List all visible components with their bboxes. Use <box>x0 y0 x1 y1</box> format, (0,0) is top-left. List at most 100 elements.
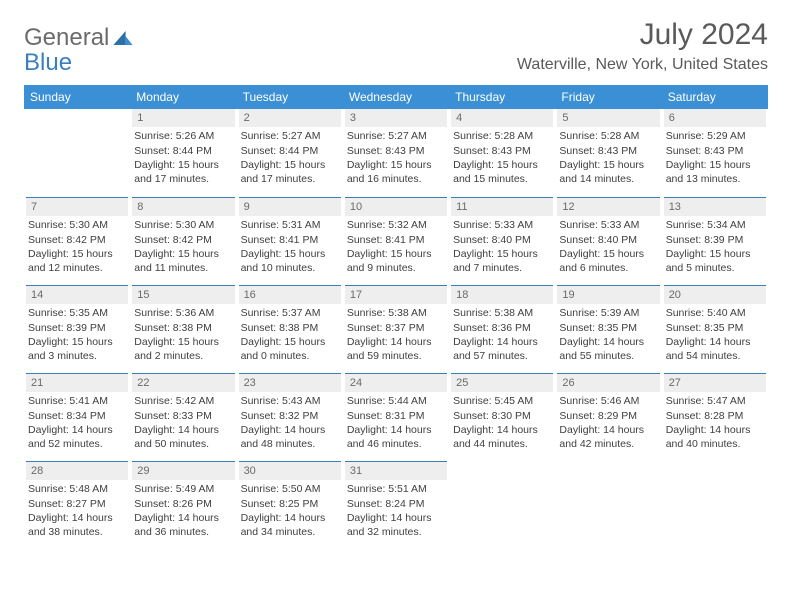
day-info: Sunrise: 5:38 AMSunset: 8:37 PMDaylight:… <box>345 306 447 363</box>
sunrise-text: Sunrise: 5:35 AM <box>28 306 126 320</box>
calendar-cell: 1Sunrise: 5:26 AMSunset: 8:44 PMDaylight… <box>130 109 236 197</box>
day-number: 22 <box>132 373 234 392</box>
daylight-text: Daylight: 14 hours and 50 minutes. <box>134 423 232 451</box>
sunrise-text: Sunrise: 5:48 AM <box>28 482 126 496</box>
sunrise-text: Sunrise: 5:49 AM <box>134 482 232 496</box>
day-info: Sunrise: 5:49 AMSunset: 8:26 PMDaylight:… <box>132 482 234 539</box>
sunset-text: Sunset: 8:35 PM <box>559 321 657 335</box>
day-info: Sunrise: 5:30 AMSunset: 8:42 PMDaylight:… <box>132 218 234 275</box>
sunset-text: Sunset: 8:42 PM <box>28 233 126 247</box>
daylight-text: Daylight: 15 hours and 9 minutes. <box>347 247 445 275</box>
sunrise-text: Sunrise: 5:32 AM <box>347 218 445 232</box>
day-info: Sunrise: 5:43 AMSunset: 8:32 PMDaylight:… <box>239 394 341 451</box>
daylight-text: Daylight: 14 hours and 57 minutes. <box>453 335 551 363</box>
sunset-text: Sunset: 8:43 PM <box>347 144 445 158</box>
calendar-cell: 21Sunrise: 5:41 AMSunset: 8:34 PMDayligh… <box>24 373 130 461</box>
calendar-cell: 24Sunrise: 5:44 AMSunset: 8:31 PMDayligh… <box>343 373 449 461</box>
calendar-table: SundayMondayTuesdayWednesdayThursdayFrid… <box>24 85 768 549</box>
day-info: Sunrise: 5:34 AMSunset: 8:39 PMDaylight:… <box>664 218 766 275</box>
sunrise-text: Sunrise: 5:36 AM <box>134 306 232 320</box>
day-info: Sunrise: 5:44 AMSunset: 8:31 PMDaylight:… <box>345 394 447 451</box>
sunrise-text: Sunrise: 5:37 AM <box>241 306 339 320</box>
daylight-text: Daylight: 14 hours and 36 minutes. <box>134 511 232 539</box>
sunset-text: Sunset: 8:43 PM <box>453 144 551 158</box>
sunset-text: Sunset: 8:41 PM <box>241 233 339 247</box>
sunset-text: Sunset: 8:28 PM <box>666 409 764 423</box>
daylight-text: Daylight: 15 hours and 3 minutes. <box>28 335 126 363</box>
daylight-text: Daylight: 14 hours and 48 minutes. <box>241 423 339 451</box>
daylight-text: Daylight: 14 hours and 44 minutes. <box>453 423 551 451</box>
daylight-text: Daylight: 15 hours and 10 minutes. <box>241 247 339 275</box>
calendar-cell: 15Sunrise: 5:36 AMSunset: 8:38 PMDayligh… <box>130 285 236 373</box>
sunrise-text: Sunrise: 5:28 AM <box>559 129 657 143</box>
weekday-header: Monday <box>130 85 236 109</box>
daylight-text: Daylight: 15 hours and 15 minutes. <box>453 158 551 186</box>
sunrise-text: Sunrise: 5:41 AM <box>28 394 126 408</box>
calendar-cell: 27Sunrise: 5:47 AMSunset: 8:28 PMDayligh… <box>662 373 768 461</box>
sunset-text: Sunset: 8:42 PM <box>134 233 232 247</box>
day-number: 8 <box>132 197 234 216</box>
calendar-cell: 2Sunrise: 5:27 AMSunset: 8:44 PMDaylight… <box>237 109 343 197</box>
logo-text-2: Blue <box>24 49 72 76</box>
daylight-text: Daylight: 15 hours and 12 minutes. <box>28 247 126 275</box>
sunrise-text: Sunrise: 5:30 AM <box>28 218 126 232</box>
calendar-cell: 23 Sunrise: 5:43 AMSunset: 8:32 PMDayligh… <box>237 373 343 461</box>
day-info: Sunrise: 5:38 AMSunset: 8:36 PMDaylight:… <box>451 306 553 363</box>
day-info: Sunrise: 5:41 AMSunset: 8:34 PMDaylight:… <box>26 394 128 451</box>
calendar-cell: 10Sunrise: 5:32 AMSunset: 8:41 PMDayligh… <box>343 197 449 285</box>
daylight-text: Daylight: 15 hours and 7 minutes. <box>453 247 551 275</box>
day-info: Sunrise: 5:33 AMSunset: 8:40 PMDaylight:… <box>451 218 553 275</box>
calendar-cell <box>662 461 768 549</box>
sunrise-text: Sunrise: 5:26 AM <box>134 129 232 143</box>
calendar-cell: 16Sunrise: 5:37 AMSunset: 8:38 PMDayligh… <box>237 285 343 373</box>
day-info: Sunrise: 5:29 AMSunset: 8:43 PMDaylight:… <box>664 129 766 186</box>
sunrise-text: Sunrise: 5:46 AM <box>559 394 657 408</box>
sunrise-text: Sunrise: 5:27 AM <box>347 129 445 143</box>
day-info: Sunrise: 5:42 AMSunset: 8:33 PMDaylight:… <box>132 394 234 451</box>
day-number: 17 <box>345 285 447 304</box>
day-number: 9 <box>239 197 341 216</box>
calendar-cell: 18 Sunrise: 5:38 AMSunset: 8:36 PMDayligh… <box>449 285 555 373</box>
daylight-text: Daylight: 15 hours and 11 minutes. <box>134 247 232 275</box>
daylight-text: Daylight: 14 hours and 52 minutes. <box>28 423 126 451</box>
weekday-header: Sunday <box>24 85 130 109</box>
title-block: July 2024 Waterville, New York, United S… <box>517 18 768 74</box>
day-number: 23 <box>239 373 341 392</box>
calendar-cell <box>24 109 130 197</box>
daylight-text: Daylight: 15 hours and 14 minutes. <box>559 158 657 186</box>
sunrise-text: Sunrise: 5:38 AM <box>453 306 551 320</box>
day-number: 18 <box>451 285 553 304</box>
sunset-text: Sunset: 8:30 PM <box>453 409 551 423</box>
daylight-text: Daylight: 14 hours and 32 minutes. <box>347 511 445 539</box>
calendar-cell: 22 Sunrise: 5:42 AMSunset: 8:33 PMDayligh… <box>130 373 236 461</box>
weekday-header: Wednesday <box>343 85 449 109</box>
day-info: Sunrise: 5:40 AMSunset: 8:35 PMDaylight:… <box>664 306 766 363</box>
daylight-text: Daylight: 15 hours and 17 minutes. <box>241 158 339 186</box>
sunrise-text: Sunrise: 5:28 AM <box>453 129 551 143</box>
sunrise-text: Sunrise: 5:38 AM <box>347 306 445 320</box>
day-number: 20 <box>664 285 766 304</box>
calendar-body: 1Sunrise: 5:26 AMSunset: 8:44 PMDaylight… <box>24 109 768 549</box>
calendar-cell <box>449 461 555 549</box>
sunrise-text: Sunrise: 5:27 AM <box>241 129 339 143</box>
sunrise-text: Sunrise: 5:40 AM <box>666 306 764 320</box>
daylight-text: Daylight: 14 hours and 42 minutes. <box>559 423 657 451</box>
day-info: Sunrise: 5:28 AMSunset: 8:43 PMDaylight:… <box>557 129 659 186</box>
day-info: Sunrise: 5:32 AMSunset: 8:41 PMDaylight:… <box>345 218 447 275</box>
daylight-text: Daylight: 15 hours and 0 minutes. <box>241 335 339 363</box>
daylight-text: Daylight: 14 hours and 59 minutes. <box>347 335 445 363</box>
sunrise-text: Sunrise: 5:47 AM <box>666 394 764 408</box>
sunset-text: Sunset: 8:27 PM <box>28 497 126 511</box>
day-number: 12 <box>557 197 659 216</box>
sunset-text: Sunset: 8:39 PM <box>666 233 764 247</box>
day-number: 28 <box>26 461 128 480</box>
day-number: 29 <box>132 461 234 480</box>
calendar-week-row: 1Sunrise: 5:26 AMSunset: 8:44 PMDaylight… <box>24 109 768 197</box>
logo: GeneralBlue <box>24 22 133 75</box>
day-number: 26 <box>557 373 659 392</box>
sunset-text: Sunset: 8:38 PM <box>241 321 339 335</box>
sunset-text: Sunset: 8:41 PM <box>347 233 445 247</box>
calendar-cell: 25Sunrise: 5:45 AMSunset: 8:30 PMDayligh… <box>449 373 555 461</box>
daylight-text: Daylight: 15 hours and 13 minutes. <box>666 158 764 186</box>
sunset-text: Sunset: 8:37 PM <box>347 321 445 335</box>
